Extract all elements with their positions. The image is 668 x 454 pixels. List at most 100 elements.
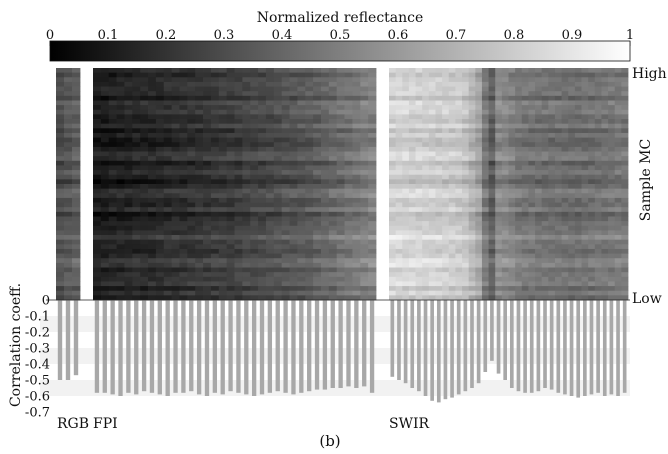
- heatmap-cell: [402, 295, 410, 301]
- heatmap-cell: [548, 262, 556, 268]
- heatmap-cell: [455, 160, 463, 166]
- heatmap-cell: [515, 105, 523, 111]
- heatmap-cell: [608, 272, 616, 278]
- heatmap-cell: [415, 188, 423, 194]
- heatmap-cell: [601, 225, 609, 231]
- heatmap-cell: [435, 86, 443, 92]
- heatmap-cell: [72, 142, 81, 148]
- correlation-bar: [94, 300, 100, 393]
- heatmap-cell: [601, 290, 609, 296]
- heatmap-cell: [64, 244, 73, 250]
- heatmap-cell: [581, 258, 589, 264]
- heatmap-cell: [448, 253, 456, 259]
- heatmap-cell: [203, 272, 212, 278]
- heatmap-cell: [210, 72, 220, 78]
- heatmap-cell: [163, 235, 173, 241]
- heatmap-cell: [462, 109, 470, 115]
- heatmap-cell: [415, 151, 423, 157]
- heatmap-cell: [171, 119, 180, 125]
- heatmap-cell: [568, 91, 576, 97]
- heatmap-cell: [389, 100, 397, 106]
- heatmap-cell: [210, 216, 220, 222]
- heatmap-cell: [64, 276, 73, 282]
- heatmap-cell: [442, 137, 450, 143]
- heatmap-cell: [488, 258, 496, 264]
- heatmap-cell: [515, 184, 523, 190]
- heatmap-cell: [415, 211, 423, 217]
- heatmap-cell: [108, 142, 117, 148]
- heatmap-cell: [116, 267, 125, 273]
- heatmap-cell: [328, 197, 338, 203]
- heatmap-cell: [64, 68, 73, 74]
- heatmap-cell: [408, 91, 416, 97]
- heatmap-cell: [289, 174, 298, 180]
- heatmap-cell: [481, 170, 489, 176]
- heatmap-cell: [554, 295, 563, 301]
- heatmap-cell: [100, 179, 110, 185]
- heatmap-cell: [258, 119, 267, 125]
- heatmap-cell: [601, 72, 609, 78]
- heatmap-cell: [554, 262, 563, 268]
- heatmap-cell: [415, 184, 423, 190]
- heatmap-cell: [594, 156, 602, 162]
- heatmap-cell: [614, 170, 622, 176]
- heatmap-cell: [554, 109, 563, 115]
- heatmap-cell: [402, 105, 410, 111]
- heatmap-cell: [561, 123, 569, 129]
- heatmap-cell: [108, 109, 117, 115]
- heatmap-cell: [56, 151, 65, 157]
- correlation-bar: [283, 300, 288, 393]
- heatmap-cell: [100, 95, 110, 101]
- heatmap-cell: [116, 211, 125, 217]
- heatmap-cell: [521, 72, 529, 78]
- heatmap-cell: [568, 114, 576, 120]
- heatmap-cell: [508, 86, 516, 92]
- heatmap-cell: [561, 91, 569, 97]
- heatmap-cell: [281, 81, 290, 87]
- heatmap-cell: [336, 105, 345, 111]
- heatmap-cell: [535, 132, 543, 138]
- heatmap-cell: [515, 114, 523, 120]
- heatmap-cell: [395, 221, 403, 227]
- heatmap-cell: [581, 207, 589, 213]
- heatmap-cell: [521, 207, 529, 213]
- heatmap-cell: [501, 156, 509, 162]
- heatmap-cell: [72, 68, 81, 74]
- heatmap-cell: [395, 132, 403, 138]
- heatmap-cell: [258, 235, 267, 241]
- correlation-bar: [563, 300, 567, 395]
- heatmap-cell: [495, 295, 503, 301]
- heatmap-cell: [621, 72, 629, 78]
- heatmap-cell: [305, 156, 314, 162]
- heatmap-cell: [289, 188, 298, 194]
- correlation-bar: [490, 300, 494, 361]
- heatmap-cell: [554, 105, 563, 111]
- heatmap-cell: [187, 123, 196, 129]
- heatmap-cell: [614, 211, 622, 217]
- heatmap-cell: [64, 193, 73, 199]
- heatmap-cell: [297, 202, 306, 208]
- heatmap-cell: [574, 216, 582, 222]
- heatmap-cell: [481, 281, 489, 287]
- heatmap-cell: [495, 119, 503, 125]
- heatmap-cell: [195, 267, 204, 273]
- heatmap-cell: [621, 128, 629, 134]
- heatmap-cell: [601, 272, 609, 278]
- heatmap-cell: [415, 267, 423, 273]
- heatmap-cell: [281, 72, 290, 78]
- heatmap-cell: [608, 235, 616, 241]
- heatmap-cell: [581, 132, 589, 138]
- heatmap-cell: [422, 81, 430, 87]
- heatmap-cell: [360, 91, 369, 97]
- heatmap-cell: [305, 146, 314, 152]
- heatmap-cell: [265, 258, 275, 264]
- heatmap-cell: [488, 156, 496, 162]
- heatmap-cell: [488, 207, 496, 213]
- heatmap-cell: [428, 170, 436, 176]
- heatmap-cell: [140, 221, 149, 227]
- heatmap-cell: [468, 239, 476, 245]
- heatmap-cell: [195, 165, 204, 171]
- heatmap-cell: [574, 156, 582, 162]
- heatmap-cell: [273, 230, 283, 236]
- heatmap-cell: [124, 114, 133, 120]
